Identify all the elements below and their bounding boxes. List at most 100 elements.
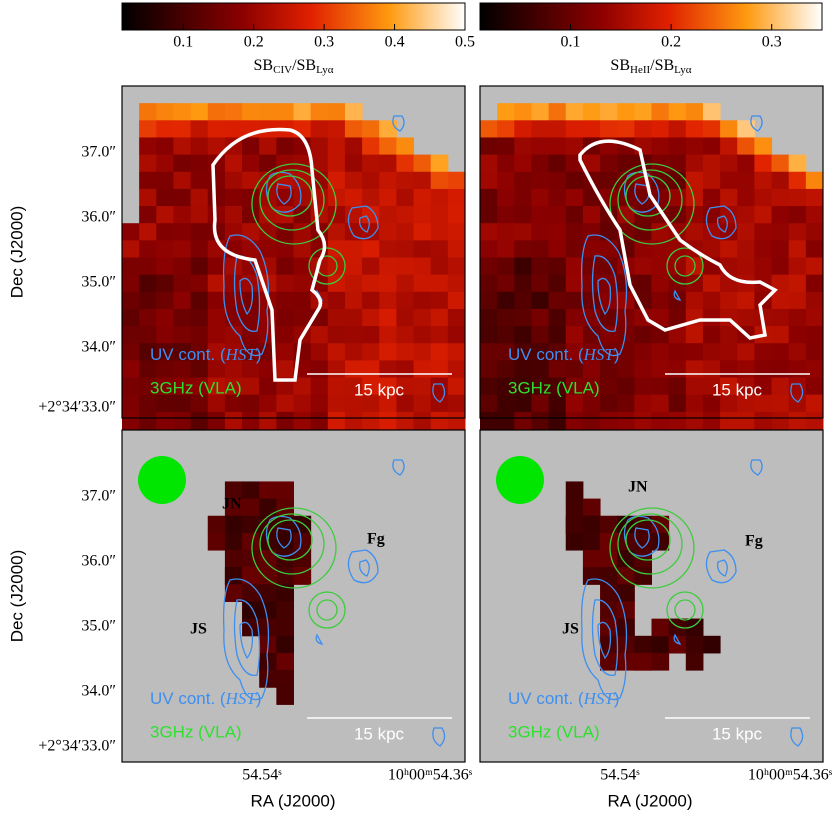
colorbar-tick-label: 0.3: [314, 34, 334, 51]
map-pixel: [685, 274, 704, 293]
map-pixel: [582, 257, 601, 276]
map-pixel: [139, 343, 157, 361]
map-pixel: [668, 103, 687, 121]
map-pixel: [379, 223, 397, 241]
map-pixel: [173, 326, 192, 344]
map-pixel: [685, 652, 704, 671]
map-pixel: [582, 240, 601, 258]
y-tick-label: 36.0″: [81, 553, 116, 570]
colorbar-tick-label: 0.5: [455, 34, 475, 51]
map-pixel: [754, 154, 773, 173]
map-pixel: [548, 223, 567, 241]
map-pixel: [396, 171, 415, 190]
map-pixel: [139, 411, 157, 430]
map-pixel: [480, 137, 498, 156]
map-pixel: [565, 223, 584, 241]
map-pixel: [480, 223, 498, 241]
map-pixel: [685, 377, 704, 396]
map-pixel: [447, 291, 466, 310]
map-pixel: [139, 206, 157, 224]
panel-frame: [479, 85, 824, 419]
map-pixel: [327, 274, 346, 293]
map-pixel: [600, 635, 618, 654]
map-pixel: [242, 550, 260, 568]
scale-bar-label: 15 kpc: [354, 380, 405, 399]
map-pixel: [565, 377, 584, 396]
map-pixel: [362, 394, 380, 413]
map-pixel: [582, 291, 601, 310]
map-pixel: [754, 411, 773, 430]
map-pixel: [224, 411, 243, 430]
map-pixel: [531, 188, 550, 207]
map-pixel: [531, 103, 550, 121]
map-pixel: [396, 394, 415, 413]
map-pixel: [548, 206, 567, 224]
map-pixel: [600, 394, 618, 413]
map-pixel: [514, 103, 532, 121]
map-pixel: [600, 360, 618, 379]
map-pixel: [582, 206, 601, 224]
map-pixel: [430, 240, 449, 258]
map-pixel: [668, 171, 687, 190]
map-pixel: [276, 687, 294, 705]
map-pixel: [702, 377, 721, 396]
map-pixel: [582, 343, 601, 361]
map-pixel: [242, 360, 260, 379]
map-pixel: [720, 206, 738, 224]
map-pixel: [702, 240, 721, 258]
map-pixel: [379, 240, 397, 258]
map-pixel: [480, 360, 498, 379]
map-pixel: [754, 206, 773, 224]
map-pixel: [514, 377, 532, 396]
x-axis-label: RA (J2000): [250, 791, 335, 810]
map-pixel: [805, 308, 824, 327]
map-pixel: [173, 411, 192, 430]
map-pixel: [634, 137, 652, 156]
map-pixel: [617, 550, 635, 568]
map-pixel: [259, 670, 277, 688]
map-pixel: [788, 291, 807, 310]
map-pixel: [362, 240, 380, 258]
map-pixel: [514, 154, 532, 173]
map-pixel: [600, 515, 618, 534]
map-pixel: [379, 137, 397, 156]
map-pixel: [276, 601, 294, 620]
map-pixel: [310, 137, 329, 156]
map-pixel: [396, 206, 415, 224]
map-pixel: [720, 326, 738, 344]
map-pixel: [480, 154, 498, 173]
map-pixel: [702, 326, 721, 344]
map-pixel: [702, 308, 721, 327]
map-pixel: [139, 274, 157, 293]
map-pixel: [224, 171, 243, 190]
map-pixel: [276, 223, 294, 241]
map-pixel: [737, 291, 755, 310]
map-pixel: [190, 154, 209, 173]
map-pixel: [242, 206, 260, 224]
map-pixel: [327, 206, 346, 224]
map-pixel: [617, 326, 635, 344]
panel-frame: [121, 85, 466, 419]
map-pixel: [276, 240, 294, 258]
map-pixel: [242, 498, 260, 517]
map-pixel: [514, 343, 532, 361]
map-pixel: [156, 308, 174, 327]
map-pixel: [737, 171, 755, 190]
map-pixel: [754, 240, 773, 258]
x-tick-label: 10ʰ00ᵐ54.36ˢ: [388, 767, 473, 784]
map-pixel: [565, 481, 584, 500]
map-pixel: [122, 360, 140, 379]
map-pixel: [310, 377, 329, 396]
map-pixel: [754, 394, 773, 413]
map-pixel: [224, 584, 243, 602]
map-pixel: [634, 567, 652, 585]
map-pixel: [259, 481, 277, 500]
map-pixel: [430, 291, 449, 310]
map-pixel: [447, 394, 466, 413]
map-pixel: [497, 240, 515, 258]
map-pixel: [600, 308, 618, 327]
map-pixel: [224, 550, 243, 568]
map-pixel: [293, 550, 312, 568]
map-pixel: [805, 240, 824, 258]
map-pixel: [634, 240, 652, 258]
